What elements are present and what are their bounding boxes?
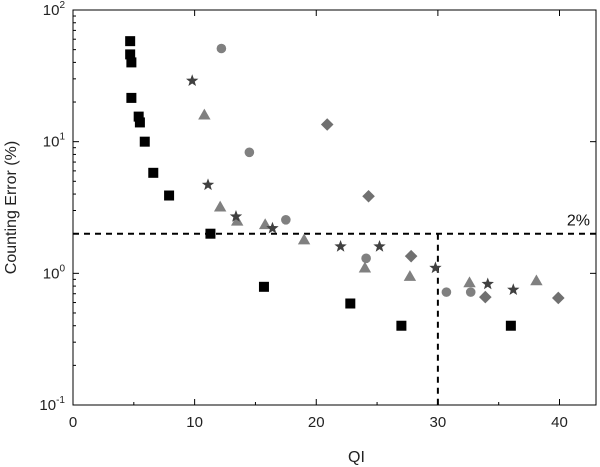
data-point-star — [201, 178, 215, 191]
plot-frame — [72, 9, 597, 406]
data-point-diamond — [362, 189, 375, 203]
data-point-square — [126, 57, 137, 68]
y-tick-label: 102 — [43, 0, 66, 19]
data-point-square — [505, 320, 516, 331]
data-point-diamond — [404, 249, 418, 263]
x-tick-label: 0 — [69, 414, 77, 431]
data-point-circle — [216, 43, 227, 54]
data-point-square — [125, 49, 136, 60]
data-point-diamond — [551, 291, 565, 305]
data-point-star — [266, 221, 279, 234]
data-point-star — [229, 210, 243, 222]
data-point-square — [126, 92, 137, 103]
data-point-star — [373, 239, 386, 252]
x-tick-label: 30 — [430, 414, 447, 431]
data-point-circle — [361, 253, 371, 264]
data-point-square — [133, 111, 144, 122]
data-point-diamond — [479, 290, 492, 304]
data-point-square — [134, 117, 145, 128]
data-point-diamond — [320, 118, 334, 131]
x-axis-title: QI — [348, 449, 365, 466]
data-point-triangle — [463, 276, 476, 288]
data-point-square — [345, 298, 356, 309]
x-tick-label: 40 — [551, 414, 568, 431]
data-point-triangle — [198, 108, 211, 120]
data-point-circle — [465, 287, 476, 297]
data-point-circle — [441, 287, 452, 297]
data-point-square — [164, 190, 175, 201]
data-point-star — [481, 277, 494, 290]
data-point-circle — [244, 147, 255, 158]
data-point-triangle — [530, 274, 543, 286]
data-point-star — [186, 74, 199, 87]
reference-line-label: 2% — [567, 213, 590, 230]
data-point-square — [205, 228, 216, 239]
data-point-triangle — [403, 270, 417, 281]
data-point-triangle — [213, 200, 227, 212]
data-point-square — [396, 320, 407, 331]
data-point-circle — [281, 215, 291, 225]
y-tick-label: 100 — [43, 263, 66, 282]
data-point-square — [139, 136, 150, 147]
data-point-triangle — [358, 261, 372, 273]
y-tick-label: 10-1 — [39, 395, 65, 414]
x-tick-label: 10 — [186, 414, 203, 431]
data-point-square — [258, 281, 269, 292]
x-tick-label: 20 — [308, 414, 325, 431]
y-axis-title: Counting Error (%) — [3, 141, 20, 274]
plot-area: 0 10 20 30 40 102 101 100 10-1 QI Counting Error (… — [3, 0, 597, 466]
data-point-star — [334, 239, 347, 252]
data-point-star — [429, 261, 442, 274]
data-point-square — [148, 167, 159, 178]
y-tick-label: 101 — [43, 132, 66, 151]
data-point-triangle — [230, 214, 244, 226]
data-point-triangle — [297, 233, 311, 245]
data-point-star — [507, 283, 520, 296]
data-point-square — [125, 36, 136, 47]
